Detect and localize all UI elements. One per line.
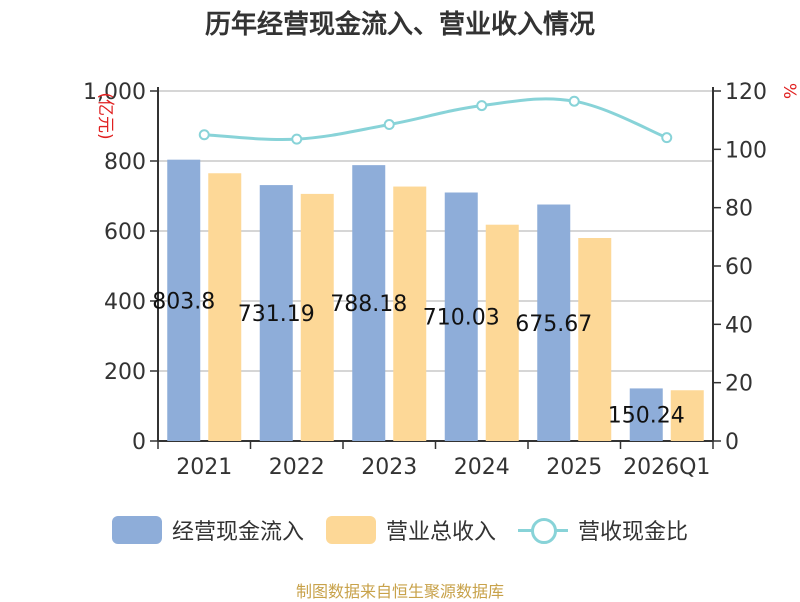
chart-title: 历年经营现金流入、营业收入情况 (204, 10, 595, 40)
bar-cash-inflow (537, 204, 571, 441)
point-ratio (198, 129, 210, 141)
bar-revenue (578, 238, 612, 441)
y-right-tick-label: 20 (725, 372, 753, 397)
y-right-tick-label: 60 (725, 255, 753, 280)
bar-revenue (485, 224, 519, 441)
x-tick-label: 2023 (361, 455, 417, 480)
point-ratio (568, 95, 580, 107)
x-tick-label: 2026Q1 (623, 455, 710, 480)
bar-cash-inflow (629, 388, 663, 441)
point-ratio (661, 132, 673, 144)
legend: 经营现金流入 营业总收入 营收现金比 (0, 514, 800, 546)
data-label-cash-inflow: 788.18 (330, 292, 407, 317)
point-ratio (476, 100, 488, 112)
bar-cash-inflow (259, 185, 293, 441)
legend-label-cash-inflow: 经营现金流入 (171, 520, 304, 545)
y-left-tick-label: 200 (104, 360, 146, 385)
bar-revenue (208, 173, 242, 441)
y-right-unit: % (779, 83, 799, 99)
bar-revenue (300, 193, 334, 441)
point-ratio (383, 119, 395, 131)
bar-cash-inflow (352, 165, 386, 441)
legend-swatch-revenue (325, 516, 376, 544)
y-right-tick-label: 80 (725, 197, 753, 222)
data-label-cash-inflow: 710.03 (423, 306, 500, 331)
legend-line-marker (531, 518, 557, 544)
y-left-tick-label: 1,000 (83, 80, 146, 105)
legend-swatch-ratio (518, 516, 568, 544)
bar-revenue (393, 186, 427, 441)
y-right-tick-label: 120 (725, 80, 767, 105)
legend-item-revenue[interactable]: 营业总收入 (325, 514, 496, 546)
data-label-cash-inflow: 675.67 (515, 312, 592, 337)
data-label-cash-inflow: 803.8 (152, 289, 215, 314)
y-left-tick-label: 0 (132, 430, 146, 455)
y-left-tick-label: 600 (104, 220, 146, 245)
y-left-tick-label: 800 (104, 150, 146, 175)
y-right-tick-label: 100 (725, 138, 767, 163)
legend-item-cash-inflow[interactable]: 经营现金流入 (111, 514, 304, 546)
legend-swatch-cash-inflow (111, 516, 162, 544)
x-tick-label: 2025 (546, 455, 602, 480)
x-tick-label: 2024 (454, 455, 510, 480)
y-left-unit: (亿元) (95, 92, 115, 139)
y-right-tick-label: 40 (725, 313, 753, 338)
x-tick-label: 2022 (269, 455, 325, 480)
point-ratio (291, 133, 303, 145)
x-tick-label: 2021 (176, 455, 232, 480)
legend-item-ratio[interactable]: 营收现金比 (518, 514, 688, 546)
y-left-tick-label: 400 (104, 290, 146, 315)
y-right-tick-label: 0 (725, 430, 739, 455)
source-note: 制图数据来自恒生聚源数据库 (295, 582, 504, 601)
bar-cash-inflow (444, 192, 478, 441)
line-ratio (204, 97, 668, 141)
data-label-cash-inflow: 731.19 (238, 302, 315, 327)
data-label-cash-inflow: 150.24 (608, 404, 685, 429)
legend-label-revenue: 营业总收入 (385, 520, 496, 545)
bar-revenue (670, 390, 704, 441)
bar-cash-inflow (167, 159, 201, 442)
legend-label-ratio: 营收现金比 (578, 520, 689, 545)
